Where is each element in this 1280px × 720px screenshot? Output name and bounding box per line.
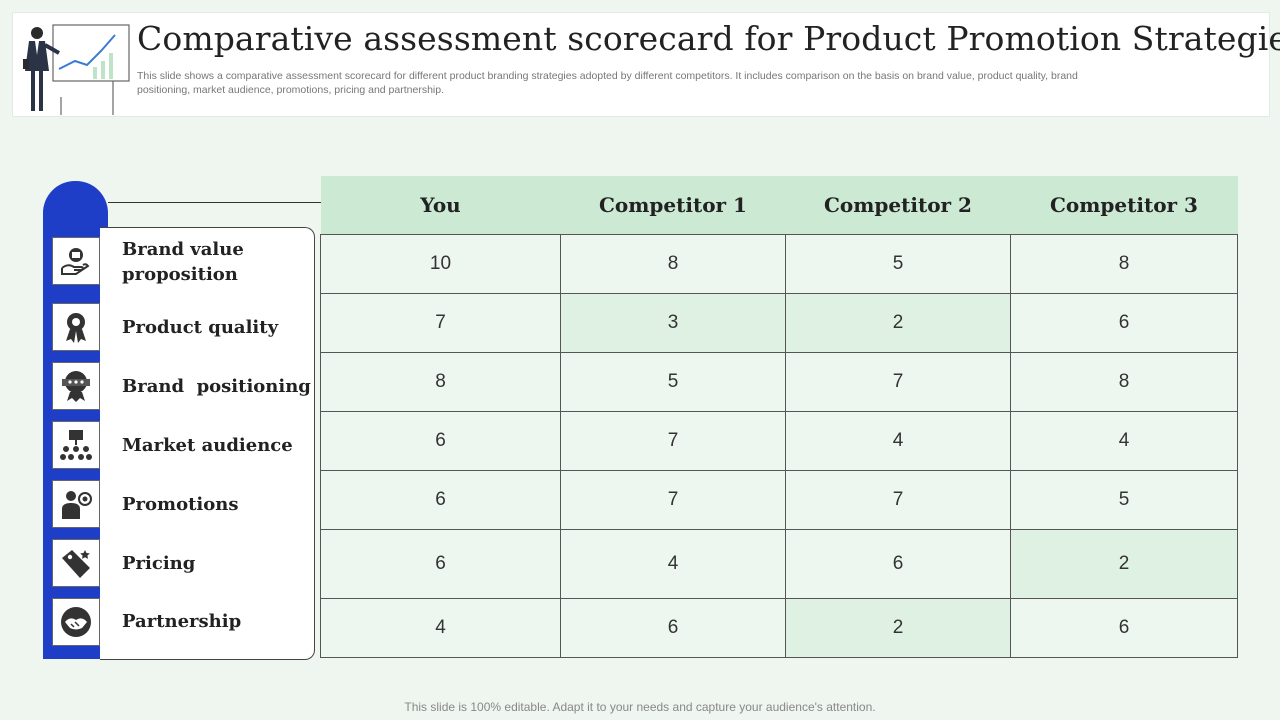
presenter-chart-icon — [23, 24, 130, 115]
handshake-icon — [52, 598, 100, 646]
score-cell: 6 — [1010, 598, 1238, 658]
table-row: 4 6 2 6 — [320, 598, 1238, 658]
divider-line — [108, 202, 322, 203]
score-cell: 7 — [560, 411, 786, 471]
score-cell: 4 — [785, 411, 1011, 471]
column-header-competitor-1: Competitor 1 — [560, 176, 786, 235]
score-cell: 7 — [320, 293, 561, 353]
score-cell: 7 — [785, 352, 1011, 412]
table-row: 6 7 4 4 — [320, 411, 1238, 471]
criteria-label: Market audience — [122, 435, 293, 456]
score-cell: 2 — [785, 293, 1011, 353]
table-row: 8 5 7 8 — [320, 352, 1238, 412]
audience-icon — [52, 421, 100, 469]
score-cell: 6 — [320, 470, 561, 530]
score-cell: 2 — [785, 598, 1011, 658]
column-header-you: You — [320, 176, 561, 235]
criteria-label: Partnership — [122, 611, 242, 632]
score-cell: 10 — [320, 234, 561, 294]
scorecard-table: You Competitor 1 Competitor 2 Competitor… — [320, 176, 1238, 658]
page-subtitle: This slide shows a comparative assessmen… — [137, 70, 1078, 96]
slide-header: Comparative assessment scorecard for Pro… — [12, 12, 1280, 117]
score-cell: 6 — [785, 529, 1011, 599]
badge-star-icon — [52, 362, 100, 410]
score-cell: 2 — [1010, 529, 1238, 599]
criteria-label: Brand positioning — [122, 376, 311, 397]
score-cell: 3 — [560, 293, 786, 353]
score-cell: 8 — [560, 234, 786, 294]
score-cell: 4 — [1010, 411, 1238, 471]
criteria-label: Product quality — [122, 317, 279, 338]
score-cell: 5 — [560, 352, 786, 412]
criteria-label: Pricing — [122, 553, 196, 574]
criteria-panel — [100, 227, 315, 660]
table-row: 6 7 7 5 — [320, 470, 1238, 530]
score-cell: 6 — [560, 598, 786, 658]
column-header-competitor-2: Competitor 2 — [785, 176, 1011, 235]
award-ribbon-icon — [52, 303, 100, 351]
footer-note: This slide is 100% editable. Adapt it to… — [404, 700, 876, 714]
score-cell: 6 — [320, 529, 561, 599]
score-cell: 5 — [785, 234, 1011, 294]
score-cell: 5 — [1010, 470, 1238, 530]
score-cell: 4 — [320, 598, 561, 658]
score-cell: 7 — [785, 470, 1011, 530]
table-header-row: You Competitor 1 Competitor 2 Competitor… — [320, 176, 1238, 235]
table-row: 10 8 5 8 — [320, 234, 1238, 294]
score-cell: 4 — [560, 529, 786, 599]
score-cell: 8 — [1010, 352, 1238, 412]
presenter-target-icon — [52, 480, 100, 528]
criteria-label: Promotions — [122, 494, 239, 515]
price-tag-icon — [52, 539, 100, 587]
table-row: 7 3 2 6 — [320, 293, 1238, 353]
score-cell: 8 — [320, 352, 561, 412]
criteria-label: Brand value proposition — [122, 239, 244, 285]
page-title: Comparative assessment scorecard for Pro… — [137, 19, 1280, 58]
score-cell: 8 — [1010, 234, 1238, 294]
table-row: 6 4 6 2 — [320, 529, 1238, 599]
score-cell: 6 — [320, 411, 561, 471]
score-cell: 7 — [560, 470, 786, 530]
column-header-competitor-3: Competitor 3 — [1010, 176, 1238, 235]
score-cell: 6 — [1010, 293, 1238, 353]
hand-coin-icon — [52, 237, 100, 285]
